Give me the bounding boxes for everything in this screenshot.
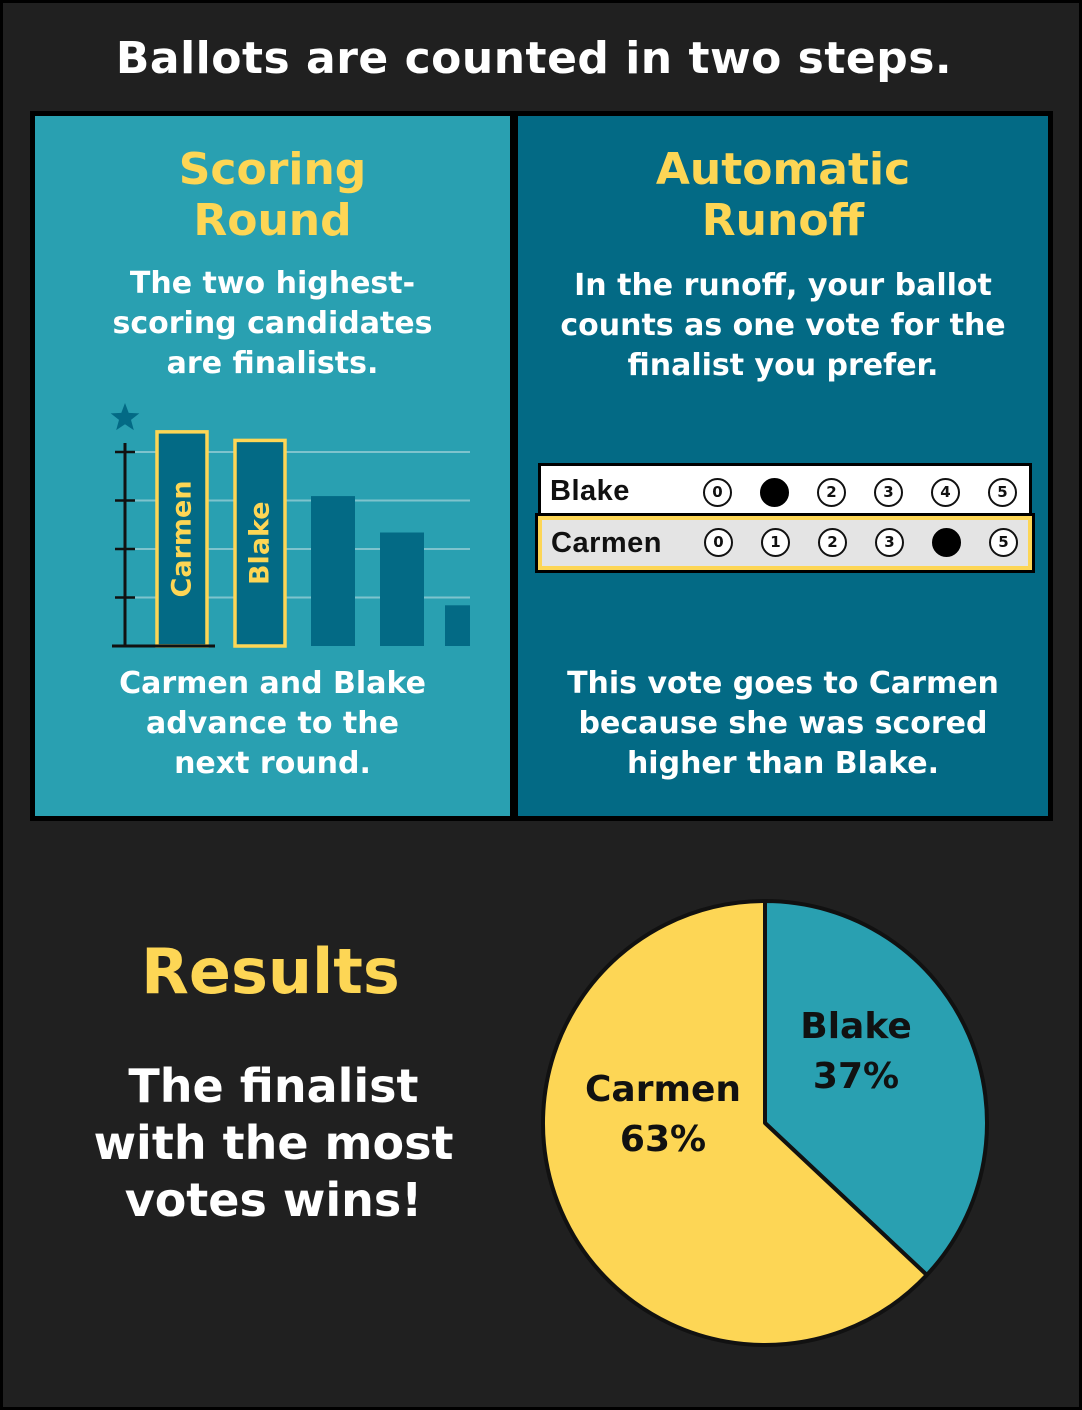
results-title: Results — [141, 935, 400, 1008]
runoff-result: This vote goes to Carmen because she was… — [518, 664, 1048, 784]
results-text-line: The finalist — [128, 1059, 419, 1113]
results-text: The finalist with the most votes wins! — [3, 1058, 544, 1229]
runoff-description-line: finalist you prefer. — [627, 348, 939, 383]
ballot-bubble-3: 3 — [875, 528, 904, 557]
runoff-title-line-2: Runoff — [701, 195, 865, 246]
runoff-description-line: In the runoff, your ballot — [574, 268, 992, 303]
ballot-bubble-5: 5 — [988, 478, 1017, 507]
page-title: Ballots are counted in two steps. — [115, 33, 953, 84]
ballot-bubble-1: 1 — [761, 528, 790, 557]
pie-value-label: 63% — [620, 1119, 706, 1160]
scoring-description-line: The two highest- — [129, 266, 416, 301]
results-text-line: votes wins! — [124, 1173, 423, 1227]
ballot-bubble-5: 5 — [989, 528, 1018, 557]
scoring-result-line: next round. — [174, 746, 371, 781]
scoring-bar-chart: Carmen Blake — [110, 403, 470, 648]
scoring-result-line: Carmen and Blake — [119, 666, 426, 701]
runoff-result-line: because she was scored — [578, 706, 988, 741]
scoring-round-panel: Scoring Round The two highest- scoring c… — [35, 116, 510, 816]
ballot-bubble-4: 4 — [931, 478, 960, 507]
ballot-bubble-4: 4 — [932, 528, 961, 557]
scoring-round-title: Scoring Round — [35, 144, 510, 246]
chart-bar — [311, 496, 355, 646]
sample-ballot: Blake 012345 Carmen 012345 — [535, 461, 1035, 581]
scoring-description-line: scoring candidates — [112, 306, 433, 341]
scoring-result: Carmen and Blake advance to the next rou… — [35, 664, 510, 784]
ballot-bubble-2: 2 — [817, 478, 846, 507]
chart-bar — [155, 430, 209, 648]
bar-label: Blake — [245, 501, 276, 585]
runoff-result-line: This vote goes to Carmen — [567, 666, 999, 701]
bar-label: Carmen — [167, 480, 198, 597]
automatic-runoff-panel: Automatic Runoff In the runoff, your bal… — [518, 116, 1048, 816]
scoring-result-line: advance to the — [146, 706, 399, 741]
chart-bar — [380, 532, 424, 646]
scoring-description: The two highest- scoring candidates are … — [35, 264, 510, 384]
runoff-title-line-1: Automatic — [655, 144, 911, 195]
ballot-candidate-name: Carmen — [551, 526, 662, 559]
pie-slice — [763, 899, 989, 1277]
runoff-result-line: higher than Blake. — [626, 746, 940, 781]
ballot-bubble-0: 0 — [704, 528, 733, 557]
ballot-bubble-0: 0 — [703, 478, 732, 507]
pie-slice — [541, 899, 929, 1347]
ballot-row-blake: Blake 012345 — [538, 463, 1032, 517]
pie-value-label: 37% — [813, 1056, 899, 1097]
results-pie-chart: Blake 37% Carmen 63% — [541, 899, 989, 1347]
scoring-description-line: are finalists. — [166, 346, 379, 381]
scoring-title-line-1: Scoring — [178, 144, 367, 195]
results-text-line: with the most — [93, 1116, 454, 1170]
star-icon — [110, 403, 140, 431]
runoff-title: Automatic Runoff — [518, 144, 1048, 246]
ballot-candidate-name: Blake — [550, 475, 630, 507]
chart-bar — [233, 438, 287, 648]
pie-label: Blake — [800, 1006, 911, 1047]
scoring-title-line-2: Round — [193, 195, 352, 246]
pie-label: Carmen — [585, 1069, 741, 1110]
ballot-row-carmen: Carmen 012345 — [535, 513, 1035, 573]
chart-bar — [445, 605, 470, 646]
ballot-bubble-3: 3 — [874, 478, 903, 507]
runoff-description: In the runoff, your ballot counts as one… — [518, 266, 1048, 386]
runoff-description-line: counts as one vote for the — [560, 308, 1006, 343]
ballot-bubble-1: 1 — [760, 478, 789, 507]
ballot-bubble-2: 2 — [818, 528, 847, 557]
steps-panels: Scoring Round The two highest- scoring c… — [30, 111, 1053, 821]
